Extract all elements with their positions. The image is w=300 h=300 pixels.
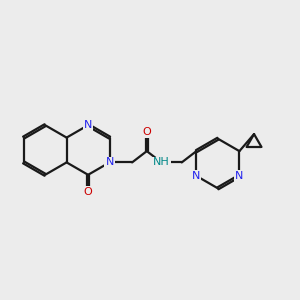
Text: N: N — [84, 120, 92, 130]
Text: N: N — [192, 171, 201, 181]
Text: NH: NH — [153, 158, 170, 167]
Text: O: O — [142, 127, 151, 137]
Text: N: N — [235, 171, 244, 181]
Text: O: O — [84, 187, 92, 197]
Text: N: N — [105, 158, 114, 167]
